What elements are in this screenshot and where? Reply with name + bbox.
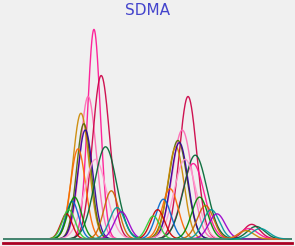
Title: SDMA: SDMA: [125, 3, 170, 18]
